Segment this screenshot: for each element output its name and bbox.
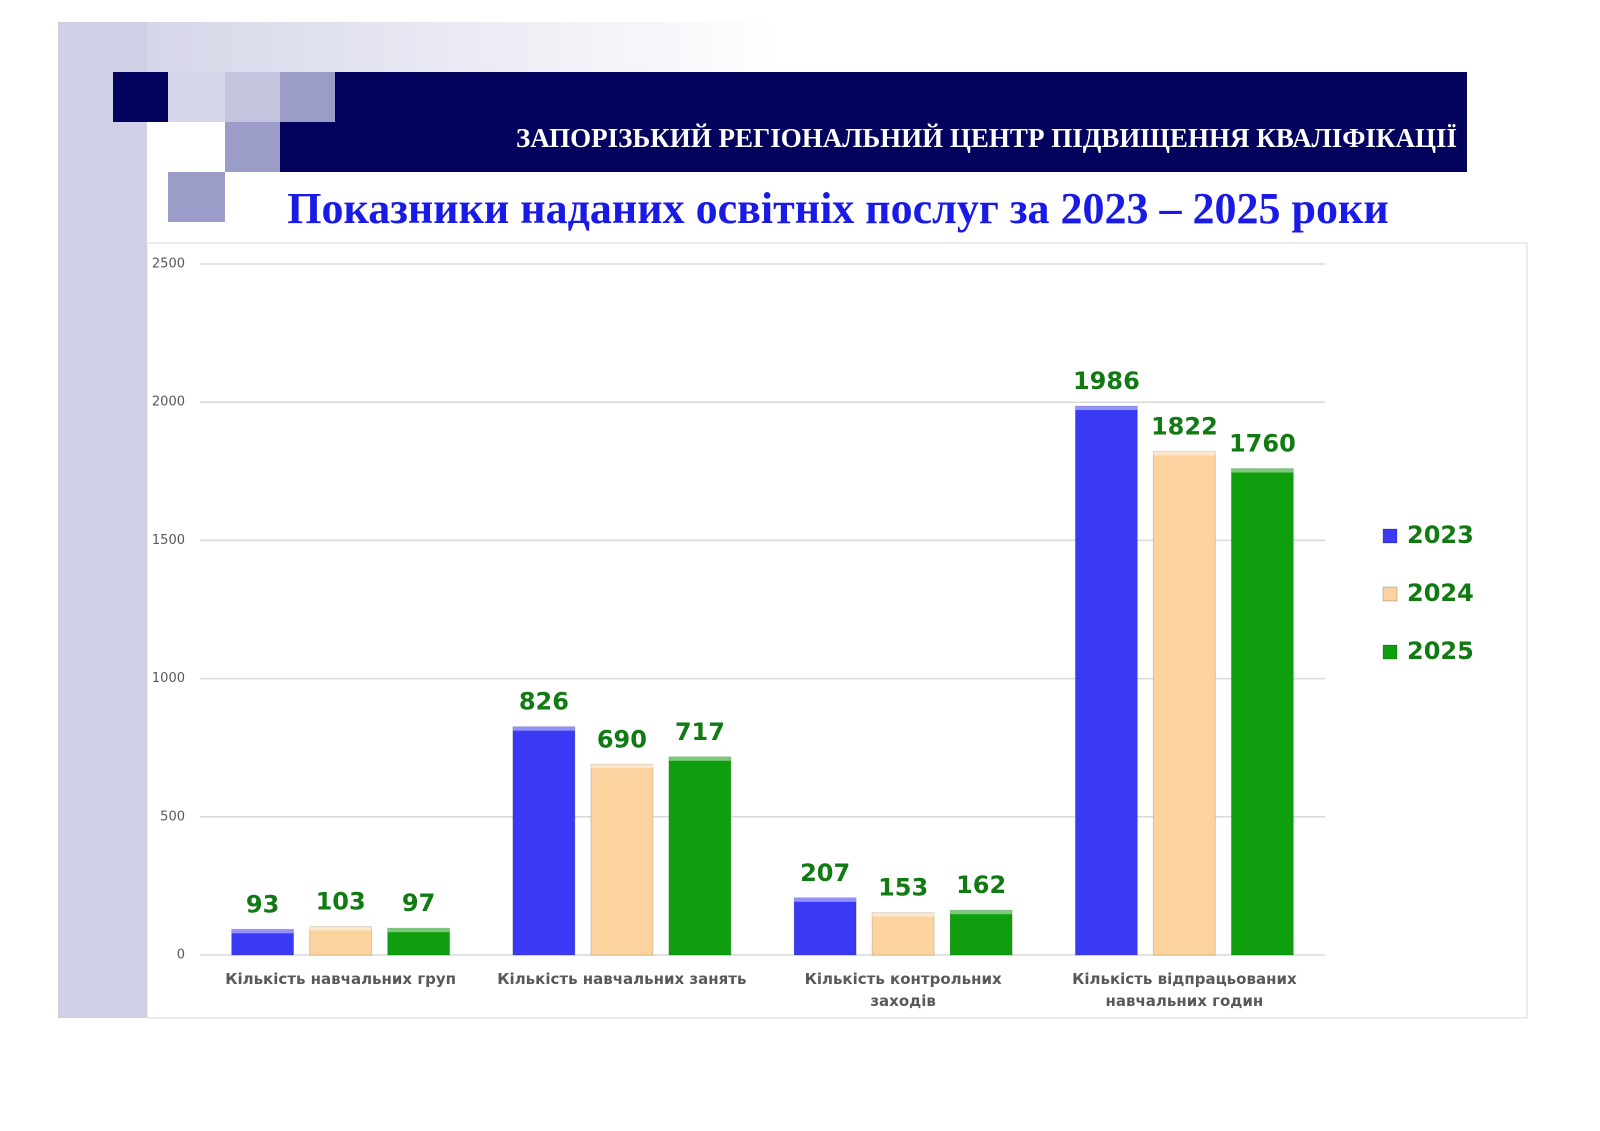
y-tick-label: 500 <box>160 809 185 824</box>
legend-swatch <box>1382 528 1398 544</box>
y-tick-label: 0 <box>177 948 185 963</box>
bar-highlight <box>668 756 731 761</box>
bar-highlight <box>872 912 935 917</box>
bar <box>590 763 654 956</box>
bar <box>1230 468 1294 956</box>
top-decoration <box>58 22 778 72</box>
bar-highlight <box>1231 468 1294 473</box>
decor-square <box>113 72 168 122</box>
data-label: 1760 <box>1229 430 1296 458</box>
data-label: 1986 <box>1073 367 1140 395</box>
bar-highlight <box>590 764 653 769</box>
bar-highlight <box>309 926 372 931</box>
y-tick-label: 1000 <box>152 671 185 686</box>
data-label: 1822 <box>1151 412 1218 440</box>
bar <box>949 909 1013 956</box>
data-label: 162 <box>956 871 1006 899</box>
data-label: 826 <box>519 688 569 716</box>
data-label: 153 <box>878 874 928 902</box>
bar <box>1074 405 1138 956</box>
x-tick-label: Кількість навчальних занять <box>497 970 747 988</box>
legend-swatch <box>1382 644 1398 660</box>
chart-area <box>146 242 1528 1019</box>
decor-square <box>280 72 335 122</box>
bar <box>1152 450 1216 956</box>
bar <box>871 912 935 956</box>
data-label: 690 <box>597 725 647 753</box>
legend-label: 2024 <box>1407 579 1474 607</box>
y-tick-label: 2500 <box>152 257 185 272</box>
bar-highlight <box>794 897 857 902</box>
x-tick-label: Кількість відпрацьованих навчальних годи… <box>1072 970 1297 1010</box>
data-label: 717 <box>675 718 725 746</box>
decor-square <box>168 172 225 222</box>
bar <box>387 927 451 956</box>
legend-label: 2025 <box>1407 637 1474 665</box>
bar-highlight <box>512 726 575 731</box>
bar <box>793 897 857 956</box>
bar <box>309 926 373 956</box>
bar-highlight <box>387 928 450 933</box>
data-label: 97 <box>402 889 435 917</box>
legend-label: 2023 <box>1407 521 1474 549</box>
header-bar <box>280 72 1467 172</box>
y-tick-label: 2000 <box>152 395 185 410</box>
data-label: 207 <box>800 859 850 887</box>
bar-highlight <box>950 910 1013 915</box>
bar <box>512 726 576 956</box>
left-band <box>58 22 147 1018</box>
bar-highlight <box>231 929 294 934</box>
decor-square <box>168 72 225 122</box>
y-tick-label: 1500 <box>152 533 185 548</box>
decor-square <box>225 122 280 172</box>
bar-highlight <box>1153 451 1216 456</box>
slide-title: Показники наданих освітніх послуг за 202… <box>287 184 1388 233</box>
x-tick-label: Кількість контрольних заходів <box>804 970 1002 1010</box>
data-label: 93 <box>246 890 279 918</box>
header-text: ЗАПОРІЗЬКИЙ РЕГІОНАЛЬНИЙ ЦЕНТР ПІДВИЩЕНН… <box>516 123 1457 153</box>
bar-highlight <box>1075 406 1138 411</box>
x-tick-label: Кількість навчальних груп <box>225 970 457 988</box>
data-label: 103 <box>316 888 366 916</box>
decor-square <box>225 72 280 122</box>
bar <box>231 928 295 956</box>
legend-swatch <box>1382 586 1398 602</box>
bar <box>668 756 732 956</box>
